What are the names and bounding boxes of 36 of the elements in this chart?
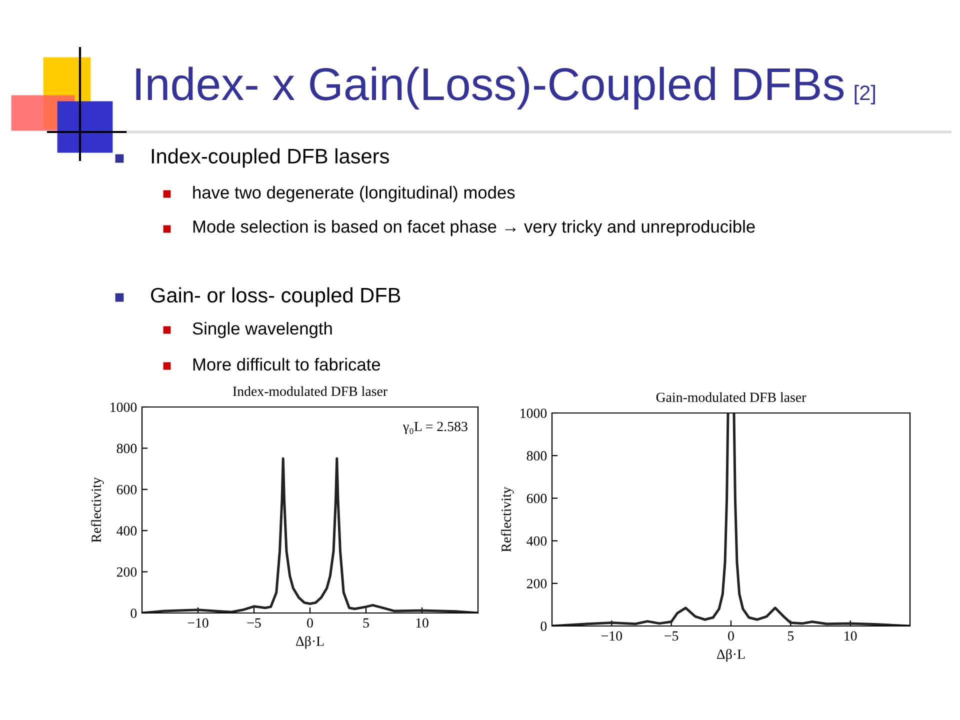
text: Index-coupled DFB lasers bbox=[152, 148, 389, 168]
y-tick-label: 200 bbox=[116, 567, 137, 577]
y-tick-label: 600 bbox=[526, 494, 547, 504]
y-tick-label: 0 bbox=[130, 608, 137, 618]
x-tick-label: 5 bbox=[363, 618, 369, 628]
y-tick-label: 400 bbox=[116, 526, 137, 536]
y-tick-label: 800 bbox=[526, 451, 547, 461]
text: Mode selection is based on facet phase → very tricky and unreproducible bbox=[193, 220, 755, 236]
x-tick-label: −5 bbox=[664, 631, 678, 641]
x-tick-label: 0 bbox=[728, 631, 734, 641]
x-tick-label: −10 bbox=[188, 618, 208, 628]
text: Gain- or loss- coupled DFB bbox=[151, 287, 400, 307]
y-tick-label: 1000 bbox=[110, 402, 137, 412]
text: [2] bbox=[854, 84, 875, 104]
y-tick-label: 800 bbox=[116, 444, 137, 454]
y-tick-label: 1000 bbox=[520, 408, 547, 418]
x-axis-title: Δβ·L bbox=[296, 636, 324, 649]
y-tick-label: 400 bbox=[526, 536, 547, 546]
x-tick-label: −5 bbox=[247, 618, 261, 628]
text: Single wavelength bbox=[192, 322, 332, 338]
annotation: γ₀L = 2.583 bbox=[402, 422, 468, 434]
x-tick-label: −10 bbox=[602, 631, 622, 641]
y-tick-label: 600 bbox=[116, 484, 137, 494]
x-tick-label: 10 bbox=[416, 618, 428, 628]
text: have two degenerate (longitudinal) modes bbox=[193, 186, 515, 202]
x-tick-label: 5 bbox=[788, 631, 794, 641]
x-tick-label: 10 bbox=[844, 631, 857, 641]
chart-title: Index-modulated DFB laser bbox=[232, 386, 388, 396]
x-tick-label: 0 bbox=[307, 618, 313, 628]
chart-title: Gain-modulated DFB laser bbox=[656, 392, 806, 402]
x-axis-title: Δβ·L bbox=[716, 649, 745, 662]
text: More difficult to fabricate bbox=[193, 358, 380, 371]
y-axis-title: Reflectivity bbox=[501, 486, 514, 552]
y-tick-label: 200 bbox=[526, 578, 547, 588]
y-axis-title: Reflectivity bbox=[91, 477, 104, 542]
text: Index- x Gain(Loss)-Coupled DFBs bbox=[136, 66, 844, 110]
